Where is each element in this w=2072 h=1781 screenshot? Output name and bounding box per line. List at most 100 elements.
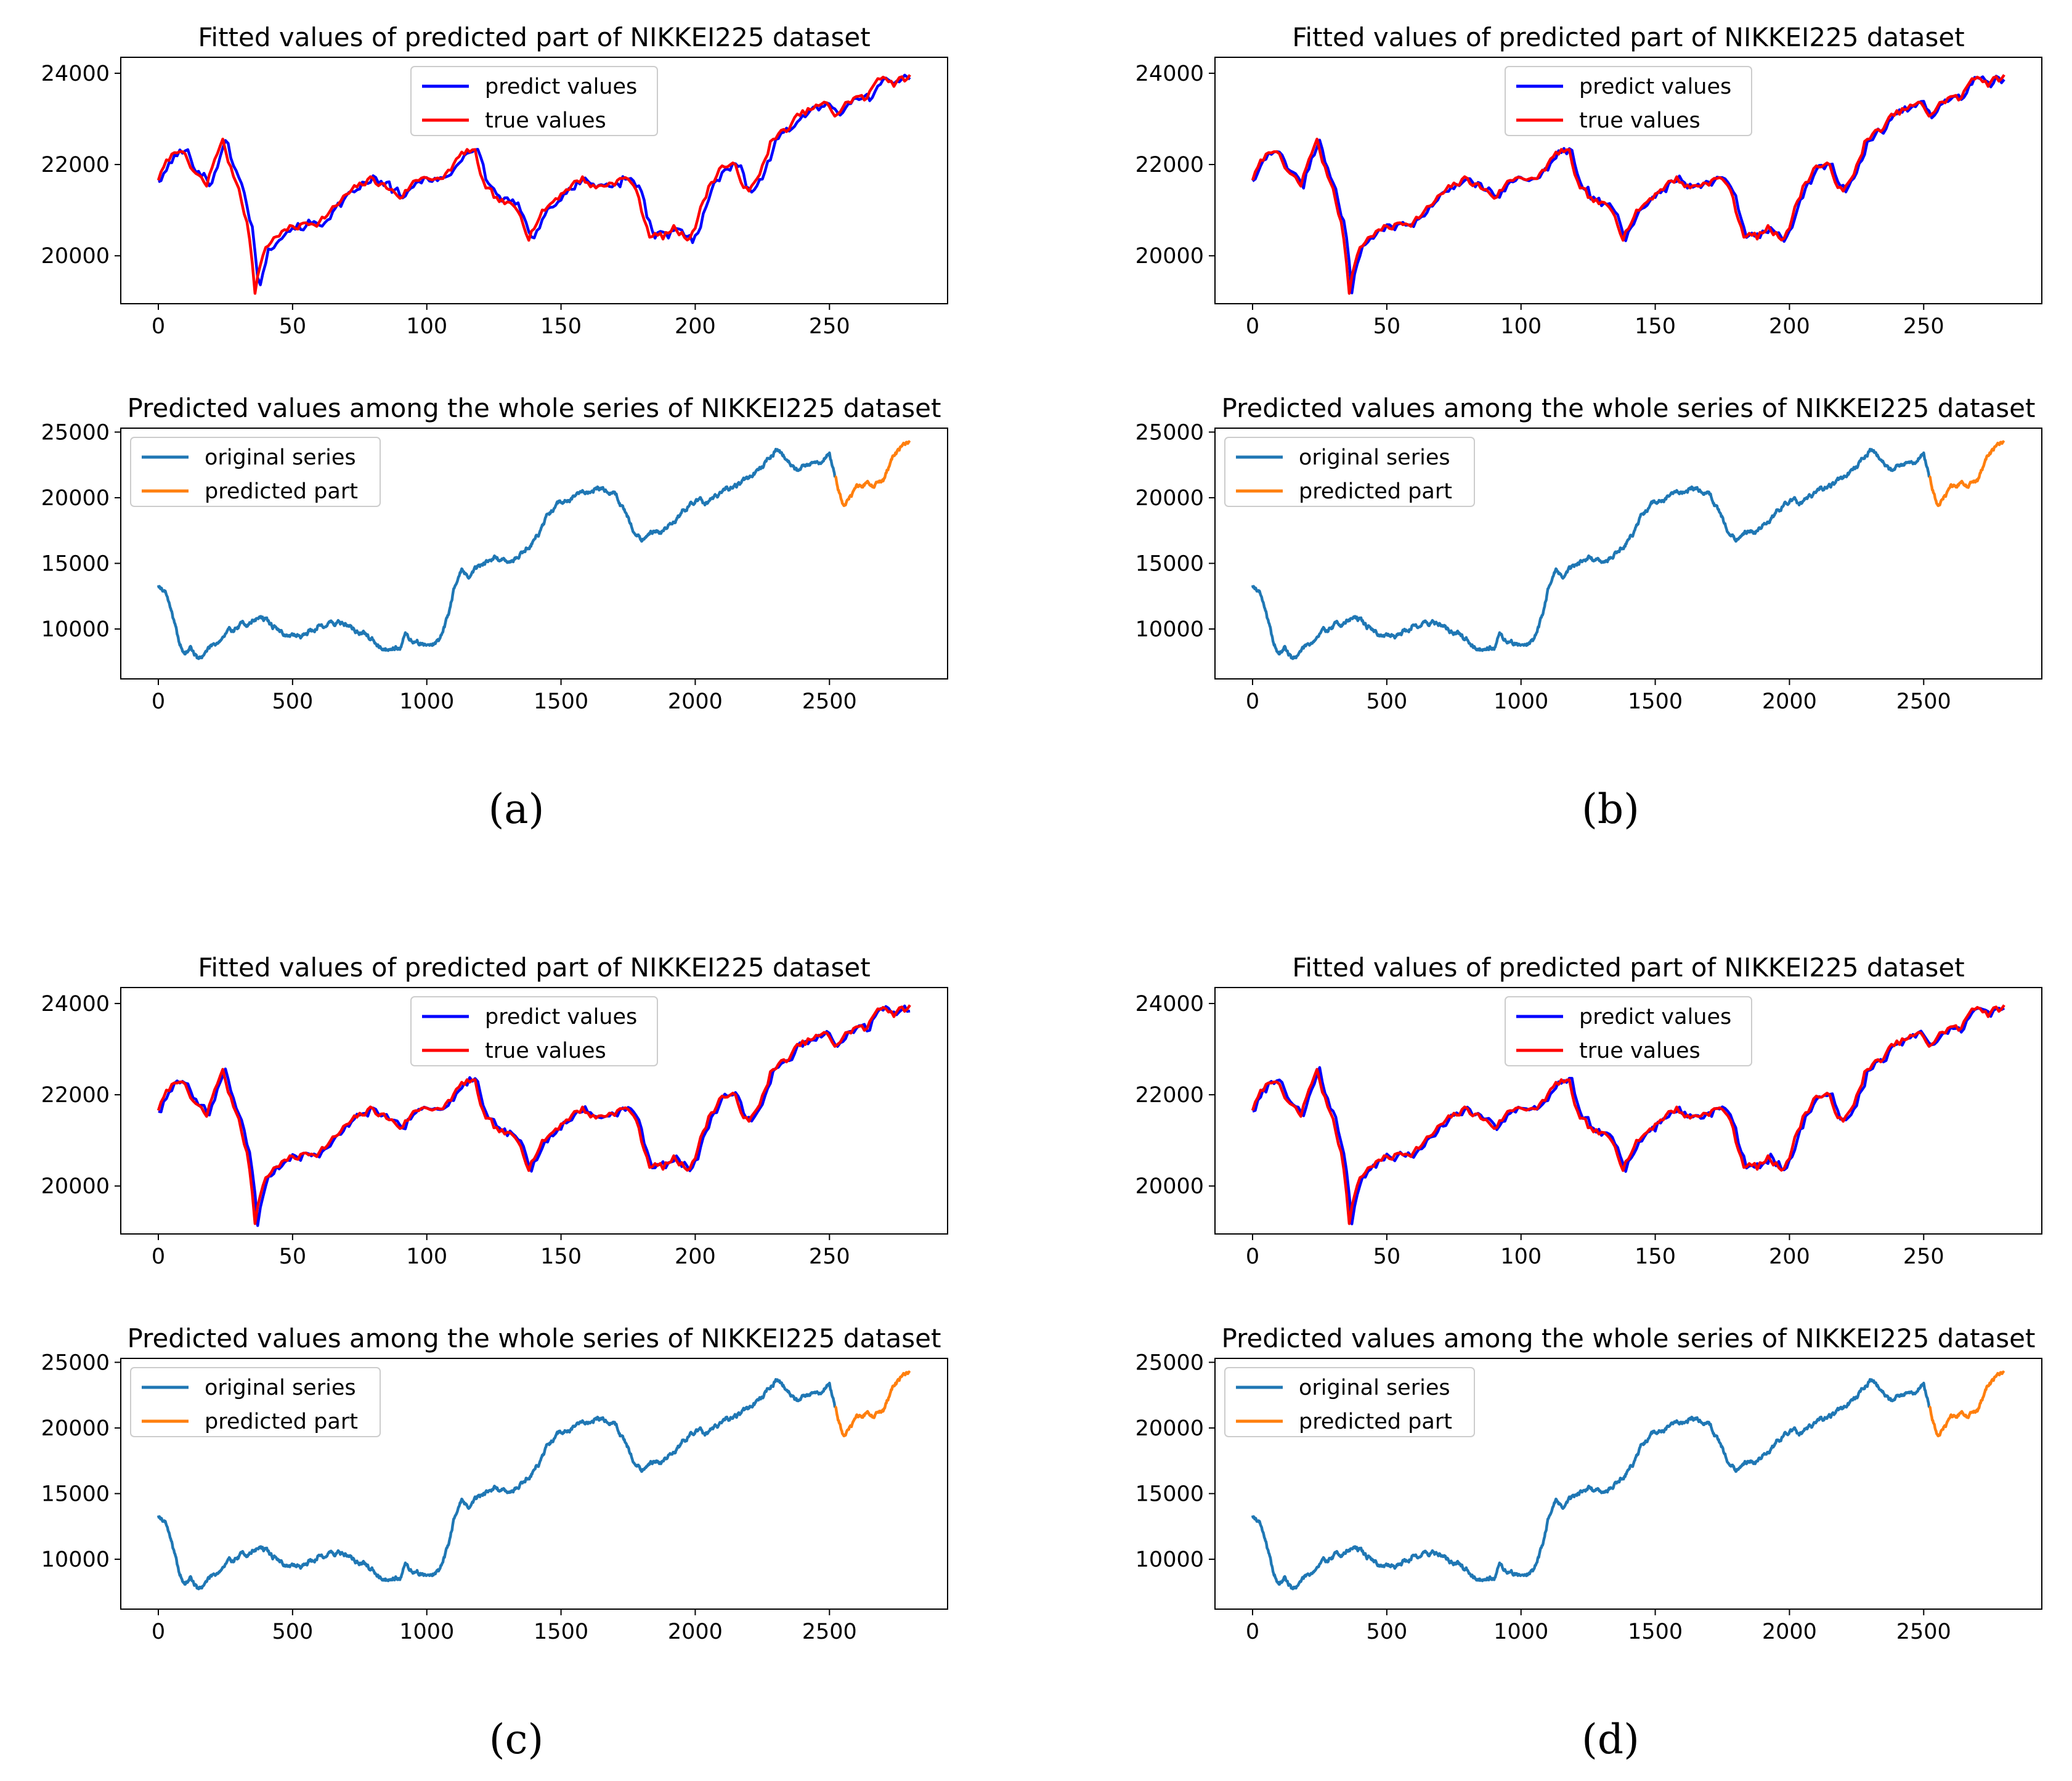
- fitted-b-xtick-label: 100: [1500, 314, 1542, 339]
- fitted-c-legend-frame: [410, 996, 658, 1066]
- whole-b-ytick-label: 10000: [1136, 617, 1204, 642]
- whole-d-xtick-label: 2500: [1896, 1620, 1951, 1644]
- fitted-d-xtick-label: 250: [1903, 1244, 1944, 1269]
- whole-b-xtick-label: 2000: [1762, 689, 1817, 714]
- fitted-b-ytick-label: 20000: [1136, 244, 1204, 269]
- whole-d-xtick-label: 500: [1366, 1620, 1407, 1644]
- whole-b-xtick-label: 500: [1366, 689, 1407, 714]
- whole-c-xtick-label: 2500: [802, 1620, 857, 1644]
- fitted-axes-frame: [120, 57, 948, 304]
- fitted-c-xtick-label: 0: [152, 1244, 165, 1269]
- whole-d-legend-label: predicted part: [1299, 1410, 1452, 1434]
- whole-d-xtick-label: 0: [1246, 1620, 1259, 1644]
- fitted-b-xtick-label: 250: [1903, 314, 1944, 339]
- series-original: [1251, 447, 1931, 660]
- panel-label: (d): [1582, 1716, 1639, 1763]
- series-true-values: [156, 74, 911, 295]
- whole-d-ytick-label: 20000: [1136, 1416, 1204, 1441]
- whole-b-title: Predicted values among the whole series …: [1222, 393, 2036, 423]
- fitted-a-legend-label: predict values: [485, 75, 637, 99]
- whole-b-legend-label: predicted part: [1299, 479, 1452, 504]
- fitted-c-xtick-label: 100: [406, 1244, 447, 1269]
- whole-axes-frame: [120, 1358, 948, 1610]
- fitted-b-xtick-label: 150: [1635, 314, 1676, 339]
- fitted-a-xtick-label: 150: [540, 314, 582, 339]
- fitted-c-ytick-label: 22000: [41, 1083, 110, 1108]
- fitted-a-xtick-label: 50: [279, 314, 307, 339]
- whole-c-xtick-label: 0: [152, 1620, 165, 1644]
- whole-a-xtick-label: 1000: [399, 689, 454, 714]
- fitted-d-legend-frame: [1505, 996, 1752, 1066]
- panel-label: (b): [1582, 785, 1639, 833]
- whole-a-legend-label: predicted part: [205, 479, 358, 504]
- fitted-lines: [156, 1004, 911, 1227]
- whole-a-ytick-label: 10000: [41, 617, 110, 642]
- whole-d-legend-label: original series: [1299, 1376, 1450, 1400]
- whole-c-ytick-label: 15000: [41, 1482, 110, 1506]
- series-predicted-part: [1928, 440, 2005, 508]
- whole-c-title: Predicted values among the whole series …: [128, 1323, 941, 1353]
- series-true-values: [1251, 1004, 2005, 1225]
- whole-axes-frame: [1214, 428, 2042, 680]
- panel-b: Fitted values of predicted part of NIKKE…: [1136, 22, 2042, 833]
- fitted-d-xtick-label: 200: [1769, 1244, 1810, 1269]
- series-true-values: [156, 1004, 911, 1225]
- fitted-a-xtick-label: 100: [406, 314, 447, 339]
- series-predicted-part: [1928, 1370, 2005, 1438]
- whole-d-ytick-label: 25000: [1136, 1350, 1204, 1375]
- panel-label: (c): [489, 1716, 543, 1763]
- whole-lines: [1251, 440, 2005, 660]
- panel-d: Fitted values of predicted part of NIKKE…: [1136, 952, 2042, 1763]
- fitted-c-legend-label: predict values: [485, 1005, 637, 1029]
- fitted-axes-frame: [1214, 987, 2042, 1235]
- fitted-d-legend-label: predict values: [1579, 1005, 1731, 1029]
- fitted-a-title: Fitted values of predicted part of NIKKE…: [198, 22, 870, 52]
- whole-a-ytick-label: 15000: [41, 551, 110, 576]
- whole-d-ytick-label: 15000: [1136, 1482, 1204, 1506]
- fitted-b-xtick-label: 0: [1246, 314, 1259, 339]
- whole-lines: [156, 1370, 911, 1591]
- whole-c-xtick-label: 500: [272, 1620, 313, 1644]
- whole-c-legend-frame: [130, 1367, 381, 1437]
- fitted-c-title: Fitted values of predicted part of NIKKE…: [198, 952, 870, 983]
- whole-c-xtick-label: 1000: [399, 1620, 454, 1644]
- fitted-c-xtick-label: 250: [809, 1244, 850, 1269]
- whole-b-ytick-label: 20000: [1136, 486, 1204, 511]
- fitted-b-xtick-label: 50: [1373, 314, 1401, 339]
- panel-label: (a): [489, 785, 545, 833]
- whole-a-xtick-label: 2500: [802, 689, 857, 714]
- whole-b-xtick-label: 2500: [1896, 689, 1951, 714]
- whole-b-xtick-label: 1500: [1628, 689, 1683, 714]
- whole-a-xtick-label: 2000: [668, 689, 723, 714]
- whole-c-xtick-label: 2000: [668, 1620, 723, 1644]
- fitted-lines: [1251, 74, 2005, 295]
- fitted-a-legend-frame: [410, 66, 658, 136]
- whole-d-xtick-label: 1500: [1628, 1620, 1683, 1644]
- series-predicted-part: [834, 440, 911, 508]
- fitted-c-ytick-label: 20000: [41, 1174, 110, 1199]
- whole-axes-frame: [120, 428, 948, 680]
- whole-a-xtick-label: 1500: [534, 689, 588, 714]
- fitted-a-legend-label: true values: [485, 108, 606, 133]
- fitted-lines: [156, 73, 911, 295]
- whole-c-ytick-label: 10000: [41, 1548, 110, 1572]
- whole-b-ytick-label: 15000: [1136, 551, 1204, 576]
- whole-c-ytick-label: 20000: [41, 1416, 110, 1441]
- whole-d-xtick-label: 1000: [1493, 1620, 1548, 1644]
- whole-a-xtick-label: 500: [272, 689, 313, 714]
- fitted-lines: [1251, 1004, 2005, 1225]
- fitted-a-xtick-label: 0: [152, 314, 165, 339]
- whole-b-ytick-label: 25000: [1136, 420, 1204, 445]
- panel-a: Fitted values of predicted part of NIKKE…: [41, 22, 948, 833]
- fitted-axes-frame: [120, 987, 948, 1235]
- whole-a-xtick-label: 0: [152, 689, 165, 714]
- fitted-a-ytick-label: 24000: [41, 62, 110, 86]
- whole-b-xtick-label: 1000: [1493, 689, 1548, 714]
- whole-b-legend-frame: [1224, 437, 1475, 507]
- fitted-a-ytick-label: 20000: [41, 244, 110, 269]
- fitted-axes-frame: [1214, 57, 2042, 304]
- fitted-b-title: Fitted values of predicted part of NIKKE…: [1292, 22, 1964, 52]
- fitted-d-xtick-label: 0: [1246, 1244, 1259, 1269]
- fitted-d-ytick-label: 24000: [1136, 992, 1204, 1016]
- whole-d-ytick-label: 10000: [1136, 1548, 1204, 1572]
